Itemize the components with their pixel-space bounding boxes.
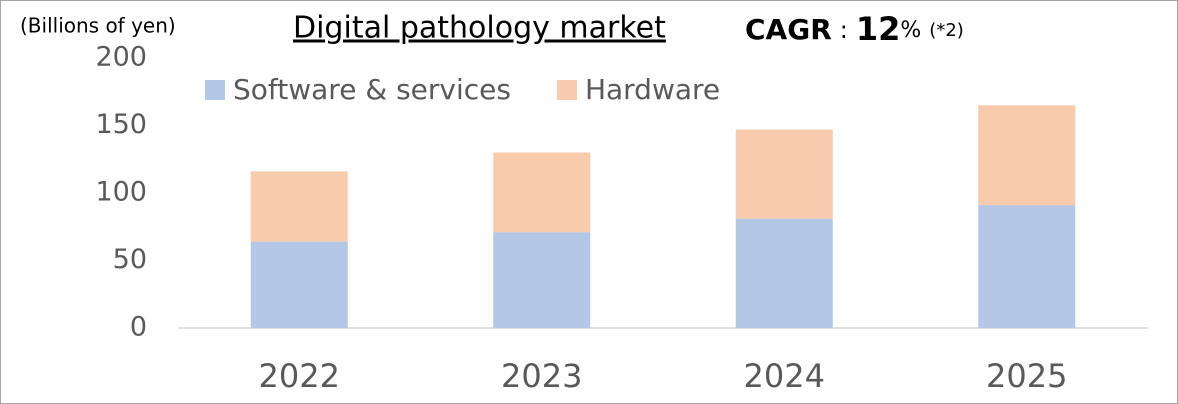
- y-tick-label: 100: [95, 177, 147, 208]
- annotation-note: (*2): [929, 20, 964, 41]
- chart-title: Digital pathology market: [293, 11, 666, 46]
- bar-segment: [735, 218, 833, 328]
- x-tick-label: 2025: [986, 357, 1067, 395]
- bar-segment: [250, 241, 348, 328]
- y-tick-label: 0: [130, 312, 147, 343]
- bar-segment: [493, 152, 591, 233]
- annotation-unit: %: [900, 18, 921, 43]
- y-tick-label: 50: [113, 244, 147, 275]
- bar-segment: [978, 205, 1076, 328]
- x-tick-label: 2023: [501, 357, 582, 395]
- legend-swatch: [205, 80, 225, 100]
- legend-swatch: [556, 80, 577, 100]
- annotation-label: CAGR: [745, 13, 832, 46]
- bar-segment: [250, 171, 348, 242]
- x-tick-label: 2022: [259, 357, 340, 395]
- legend-label: Software & services: [233, 73, 511, 106]
- bar-segment: [735, 129, 833, 219]
- annotation: CAGR:12% (*2): [745, 10, 964, 48]
- annotation-separator: :: [840, 16, 848, 44]
- x-tick-label: 2024: [744, 357, 825, 395]
- y-tick-label: 150: [95, 109, 147, 140]
- bar-segment: [978, 105, 1076, 206]
- legend-label: Hardware: [585, 73, 720, 106]
- y-axis-label: (Billions of yen): [20, 14, 176, 38]
- y-tick-label: 200: [95, 42, 147, 73]
- bar-segment: [493, 232, 591, 328]
- annotation-value: 12: [856, 10, 901, 48]
